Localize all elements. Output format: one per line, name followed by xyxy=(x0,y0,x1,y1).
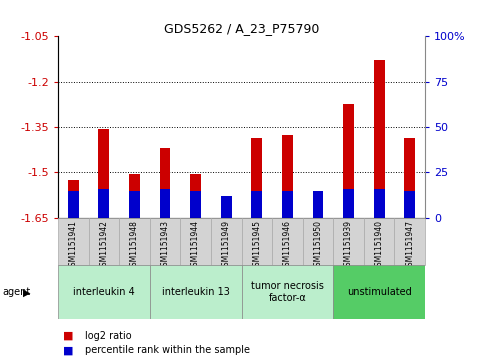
Bar xyxy=(58,265,150,319)
Text: GSM1151942: GSM1151942 xyxy=(99,220,108,271)
Text: GSM1151945: GSM1151945 xyxy=(252,220,261,271)
Text: GSM1151949: GSM1151949 xyxy=(222,220,231,271)
Text: GSM1151941: GSM1151941 xyxy=(69,220,78,271)
Bar xyxy=(282,191,293,218)
Bar xyxy=(119,218,150,265)
Text: agent: agent xyxy=(2,287,30,297)
Bar xyxy=(211,218,242,265)
Bar xyxy=(333,218,364,265)
Text: tumor necrosis
factor-α: tumor necrosis factor-α xyxy=(251,281,324,303)
Bar xyxy=(99,189,109,218)
Bar xyxy=(242,265,333,319)
Bar xyxy=(180,218,211,265)
Text: percentile rank within the sample: percentile rank within the sample xyxy=(85,345,250,355)
Text: unstimulated: unstimulated xyxy=(347,287,412,297)
Bar xyxy=(333,265,425,319)
Text: ▶: ▶ xyxy=(23,288,31,298)
Bar xyxy=(221,210,231,218)
Text: GSM1151948: GSM1151948 xyxy=(130,220,139,271)
Bar xyxy=(374,61,384,218)
Title: GDS5262 / A_23_P75790: GDS5262 / A_23_P75790 xyxy=(164,22,319,35)
Text: GSM1151950: GSM1151950 xyxy=(313,220,323,271)
Bar xyxy=(395,218,425,265)
Bar xyxy=(160,189,170,218)
Bar xyxy=(88,218,119,265)
Bar xyxy=(343,104,354,218)
Text: log2 ratio: log2 ratio xyxy=(85,331,131,341)
Bar xyxy=(99,129,109,218)
Bar xyxy=(160,148,170,218)
Text: ■: ■ xyxy=(63,345,73,355)
Bar xyxy=(364,218,395,265)
Bar xyxy=(150,218,180,265)
Text: ■: ■ xyxy=(63,331,73,341)
Bar xyxy=(242,218,272,265)
Bar xyxy=(129,191,140,218)
Bar xyxy=(68,180,79,218)
Text: interleukin 4: interleukin 4 xyxy=(73,287,135,297)
Bar xyxy=(252,191,262,218)
Bar xyxy=(221,196,231,218)
Text: interleukin 13: interleukin 13 xyxy=(162,287,229,297)
Text: GSM1151943: GSM1151943 xyxy=(160,220,170,271)
Bar xyxy=(343,189,354,218)
Bar xyxy=(68,191,79,218)
Bar xyxy=(58,218,88,265)
Bar xyxy=(272,218,303,265)
Bar xyxy=(150,265,242,319)
Text: GSM1151939: GSM1151939 xyxy=(344,220,353,271)
Bar xyxy=(190,174,201,218)
Bar xyxy=(313,191,323,218)
Bar xyxy=(374,189,384,218)
Text: GSM1151947: GSM1151947 xyxy=(405,220,414,271)
Text: GSM1151944: GSM1151944 xyxy=(191,220,200,271)
Bar xyxy=(303,218,333,265)
Bar xyxy=(404,191,415,218)
Text: GSM1151946: GSM1151946 xyxy=(283,220,292,271)
Text: GSM1151940: GSM1151940 xyxy=(375,220,384,271)
Bar xyxy=(129,174,140,218)
Bar xyxy=(313,201,323,218)
Bar xyxy=(190,191,201,218)
Bar xyxy=(252,138,262,218)
Bar xyxy=(282,135,293,218)
Bar xyxy=(404,138,415,218)
